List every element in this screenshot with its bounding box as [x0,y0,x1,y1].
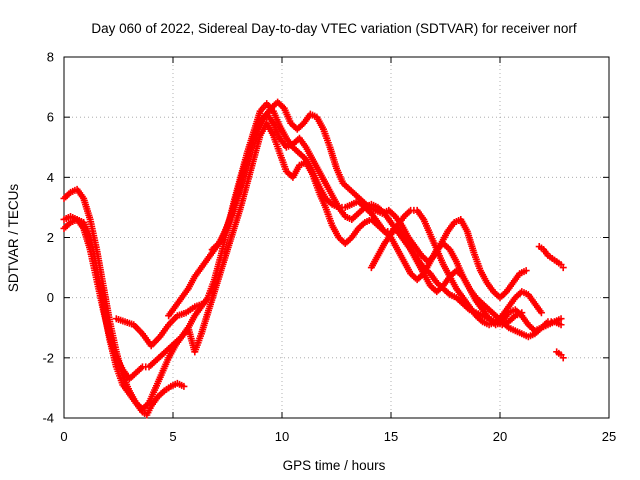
data-point [557,321,565,329]
x-tick-label: 0 [60,429,67,444]
x-tick-label: 15 [384,429,398,444]
y-tick-label: 6 [47,110,54,125]
series-track-g [367,206,545,329]
data-point [518,309,526,317]
x-axis-label: GPS time / hours [283,458,386,473]
x-tick-label: 5 [169,429,176,444]
data-points [60,98,567,419]
data-point [537,309,545,317]
chart-title: Day 060 of 2022, Sidereal Day-to-day VTE… [91,21,576,36]
y-tick-label: 8 [47,50,54,65]
series-track-f [208,98,530,302]
y-axis-label: SDTVAR / TECUs [6,184,21,293]
y-tick-label: 0 [47,290,54,305]
series-track-i [553,348,567,362]
x-tick-labels: 0 5 10 15 20 25 [60,429,616,444]
data-point [559,264,567,272]
axis-ticks [63,56,610,419]
x-tick-label: 10 [275,429,289,444]
y-tick-labels: -4 -2 0 2 4 6 8 [42,50,54,426]
series-track-d [112,300,208,350]
x-tick-label: 25 [602,429,616,444]
y-tick-label: -4 [42,411,54,426]
y-tick-label: 4 [47,170,54,185]
data-point [522,267,530,275]
series-track-c [60,119,565,413]
data-point [180,382,188,390]
y-tick-label: -2 [42,350,54,365]
data-point [557,315,565,323]
series-track-h [535,243,567,272]
y-tick-label: 2 [47,230,54,245]
data-point [200,300,208,308]
data-point [559,354,567,362]
x-tick-label: 20 [493,429,507,444]
